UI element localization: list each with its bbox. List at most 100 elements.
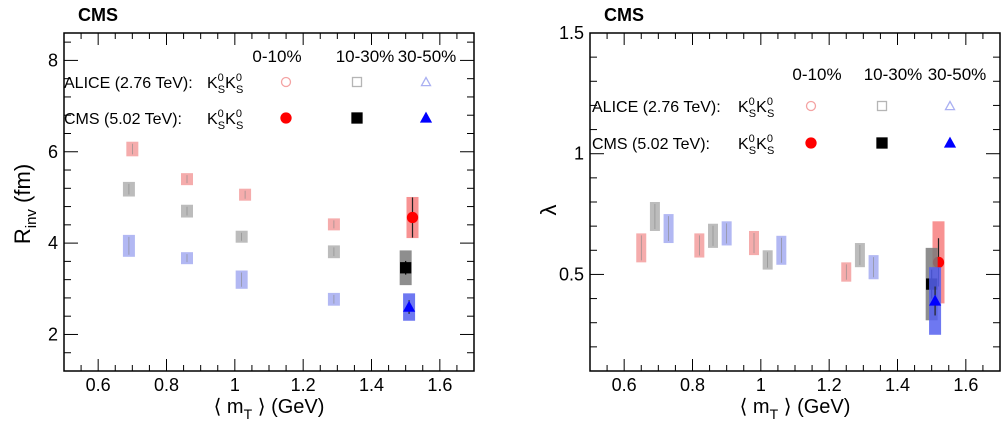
x-axis-title-part: ⟨ m [214, 396, 244, 418]
experiment-label: CMS [604, 5, 644, 25]
y-axis-title: λ [536, 205, 561, 216]
y-tick-label: 4 [48, 233, 58, 253]
legend-row-label: CMS (5.02 TeV): [64, 111, 182, 128]
x-tick-label: 0.6 [86, 375, 111, 395]
series-alice-0-10- [126, 141, 340, 231]
data-point [406, 211, 419, 224]
x-tick-label: 1.2 [817, 375, 842, 395]
y-tick-label: 0.5 [559, 264, 584, 284]
legend-marker [876, 137, 888, 149]
series-alice-10-30- [649, 202, 865, 270]
series-cms-10-30- [399, 250, 412, 286]
x-tick-label: 1 [230, 375, 240, 395]
legend-reaction-part: 0 [218, 108, 224, 120]
y-tick-label: 8 [48, 50, 58, 70]
legend-marker [351, 112, 363, 124]
legend-marker [280, 112, 292, 124]
x-tick-label: 1.2 [291, 375, 316, 395]
x-tick-label: 0.6 [612, 375, 637, 395]
y-tick-label: 1 [574, 144, 584, 164]
legend-marker [420, 76, 432, 87]
legend-reaction-part: S [218, 84, 225, 96]
legend-marker [280, 76, 292, 88]
x-axis-title: ⟨ mT ⟩ (GeV) [740, 396, 851, 422]
legend-reaction-part: 0 [749, 133, 755, 145]
x-axis-title: ⟨ mT ⟩ (GeV) [214, 396, 325, 422]
chart-panel-2: 0.6 0.8 1 1.2 1.4 1.6 0.5 1 1.5 CMS ⟨ mT ⟩ (GeV) λ 0… [536, 5, 1001, 422]
series-cms-0-10- [406, 196, 419, 239]
x-tick-label: 1.6 [427, 375, 452, 395]
legend-reaction-part: S [767, 145, 774, 157]
y-axis-title-part: λ [536, 205, 561, 216]
legend-header: 30-50% [928, 65, 987, 84]
legend-marker [943, 136, 957, 148]
legend-reaction-part: 0 [767, 133, 773, 145]
legend-header: 0-10% [252, 47, 301, 66]
legend-row-label: ALICE (2.76 TeV): [592, 99, 721, 116]
legend-reaction-part: K [225, 75, 236, 92]
legend-marker [805, 137, 817, 149]
y-tick-label: 6 [48, 142, 58, 162]
y-axis-title-part: R [10, 228, 35, 244]
legend-reaction-part: K [207, 111, 218, 128]
legend-reaction: K0 SK0 S [738, 96, 774, 120]
legend-reaction-part: 0 [236, 108, 242, 120]
data-point [400, 262, 412, 274]
legend-reaction-part: 0 [749, 96, 755, 108]
y-axis-title-part: inv [23, 209, 40, 229]
legend-reaction: K0 SK0 S [738, 133, 774, 157]
legend-reaction-part: K [738, 136, 749, 153]
legend-reaction-part: 0 [767, 96, 773, 108]
series-cms-30-50- [402, 293, 416, 321]
x-axis-title-part: ⟩ (GeV) [252, 396, 324, 418]
legend-reaction-part: K [225, 111, 236, 128]
legend-reaction-part: S [218, 120, 225, 132]
x-axis-title-part: ⟩ (GeV) [778, 396, 850, 418]
series-alice-30-50- [663, 214, 879, 280]
x-tick-label: 1.4 [359, 375, 384, 395]
x-tick-label: 0.8 [680, 375, 705, 395]
series-cms-30-50- [928, 267, 942, 335]
legend: 0-10% 10-30% 30-50%ALICE (2.76 TeV): K0 SK0 S… [592, 65, 986, 157]
legend-reaction-part: 0 [218, 72, 224, 84]
legend-reaction-part: 0 [236, 72, 242, 84]
legend-marker [876, 100, 888, 112]
chart-panel-1: 0.6 0.8 1 1.2 1.4 1.6 2 4 6 8 CMS ⟨ mT ⟩ (GeV) Rinv … [10, 5, 475, 422]
legend-row-label: ALICE (2.76 TeV): [64, 75, 193, 92]
series-alice-10-30- [122, 181, 340, 259]
legend-reaction-part: K [207, 75, 218, 92]
data-point [928, 294, 942, 306]
x-tick-label: 1.4 [885, 375, 910, 395]
experiment-label: CMS [78, 5, 118, 25]
series-alice-0-10- [636, 230, 852, 282]
legend-reaction-part: S [236, 84, 243, 96]
legend-reaction-part: S [767, 108, 774, 120]
legend-marker [805, 100, 817, 112]
legend-reaction-part: K [738, 99, 749, 116]
x-tick-label: 0.8 [154, 375, 179, 395]
legend-marker [944, 100, 956, 111]
legend-marker [351, 76, 363, 88]
legend-reaction: K0 SK0 S [207, 72, 243, 96]
y-axis-title-part: (fm) [10, 164, 35, 209]
data-point [402, 300, 416, 312]
legend-header: 0-10% [792, 65, 841, 84]
x-axis-title-part: T [770, 406, 779, 422]
legend: 0-10% 10-30% 30-50%ALICE (2.76 TeV): K0 SK0 S… [64, 47, 456, 132]
x-tick-label: 1 [756, 375, 766, 395]
series-alice-30-50- [122, 234, 340, 306]
legend-row-label: CMS (5.02 TeV): [592, 136, 710, 153]
x-axis-title-part: T [244, 406, 253, 422]
legend-reaction-part: S [749, 145, 756, 157]
y-tick-label: 1.5 [559, 23, 584, 43]
legend-reaction-part: K [756, 99, 767, 116]
legend-marker [419, 111, 433, 123]
y-axis-title: Rinv (fm) [10, 164, 40, 244]
legend-reaction: K0 SK0 S [207, 108, 243, 132]
legend-header: 10-30% [336, 47, 395, 66]
legend-reaction-part: K [756, 136, 767, 153]
x-axis-title-part: ⟨ m [740, 396, 770, 418]
legend-header: 10-30% [864, 65, 923, 84]
legend-reaction-part: S [236, 120, 243, 132]
